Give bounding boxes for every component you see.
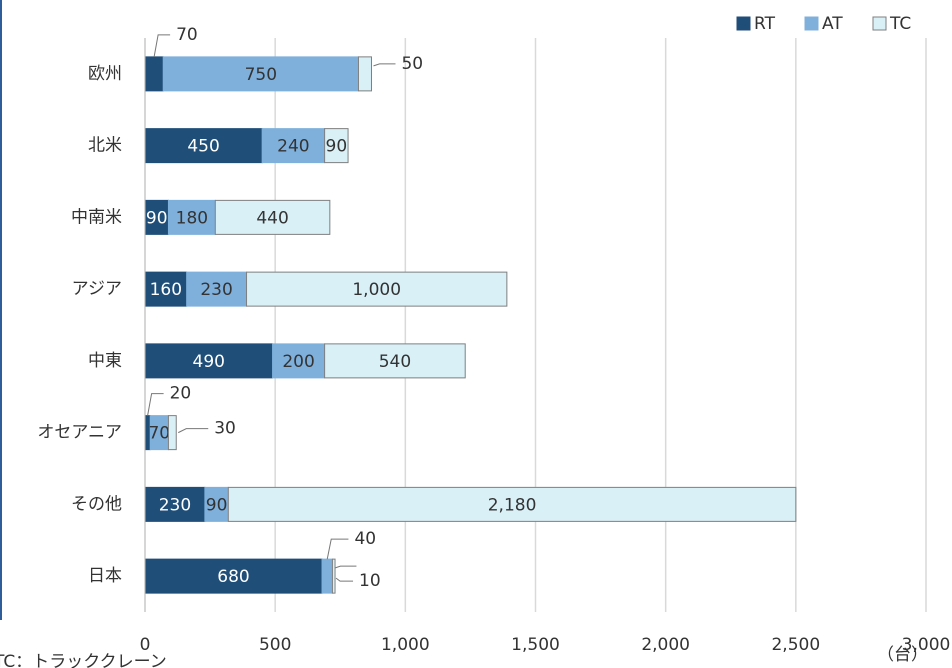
- data-label: 230: [200, 280, 232, 300]
- leader-line: [326, 538, 349, 560]
- category-label: 欧州: [88, 64, 122, 84]
- bar-segment: [321, 558, 333, 594]
- data-label: 540: [379, 352, 411, 372]
- category-label: 日本: [88, 566, 122, 586]
- data-label: 440: [256, 208, 288, 228]
- category-label: 北米: [88, 136, 122, 156]
- bar-segment: [357, 56, 372, 92]
- legend-label: RT: [754, 14, 776, 34]
- data-label: 90: [326, 137, 348, 157]
- data-label: 230: [159, 495, 191, 515]
- data-label: 490: [193, 352, 225, 372]
- bar-segment: [167, 415, 177, 451]
- x-tick-label: 500: [259, 635, 291, 655]
- note: TC：トラッククレーン: [0, 652, 167, 668]
- leader-line: [147, 393, 164, 416]
- legend-swatch: [872, 16, 887, 31]
- bar-segment: [227, 486, 797, 522]
- bar-segment: [246, 271, 508, 307]
- leader-line: [335, 577, 354, 582]
- category-label: オセアニア: [37, 423, 122, 443]
- bar-segment: [144, 56, 164, 92]
- category-label: 中東: [88, 351, 122, 371]
- leader-line: [334, 565, 357, 569]
- x-tick-label: 1,000: [381, 635, 430, 655]
- data-label: 160: [150, 280, 182, 300]
- category-label: アジア: [72, 279, 122, 299]
- category-label: 中南米: [71, 207, 122, 227]
- bar-segment: [144, 343, 274, 379]
- data-label: 70: [176, 25, 198, 45]
- data-label: 90: [206, 495, 228, 515]
- legend-swatch: [736, 16, 751, 31]
- x-unit: （台）: [877, 645, 928, 665]
- x-tick-label: 3,000: [902, 635, 951, 655]
- bar-segment: [167, 199, 216, 235]
- data-label: 240: [277, 137, 309, 157]
- data-label: 450: [187, 137, 219, 157]
- leader-line: [178, 428, 209, 434]
- x-tick-label: 2,500: [771, 635, 820, 655]
- data-label: 40: [354, 529, 376, 549]
- data-label: 30: [214, 419, 236, 439]
- data-label: 70: [148, 424, 170, 444]
- x-tick-label: 0: [140, 635, 151, 655]
- data-label: 10: [359, 571, 381, 591]
- data-label: 180: [176, 208, 208, 228]
- data-label: 20: [170, 384, 192, 404]
- bar-segment: [162, 56, 359, 92]
- legend-swatch: [804, 16, 819, 31]
- data-label: 2,180: [488, 495, 537, 515]
- leader-line: [373, 63, 396, 67]
- bar-segment: [144, 271, 188, 307]
- data-label: 750: [245, 65, 277, 85]
- legend-label: AT: [822, 14, 843, 34]
- leader-line: [153, 34, 171, 57]
- bar-segment: [144, 558, 323, 594]
- bar-segment: [214, 199, 331, 235]
- category-label: その他: [71, 494, 122, 514]
- bar-segment: [261, 128, 326, 164]
- data-label: 1,000: [352, 280, 401, 300]
- data-label: 50: [401, 54, 423, 74]
- data-label: 680: [217, 567, 249, 587]
- x-tick-label: 2,000: [641, 635, 690, 655]
- bar-segment: [272, 343, 326, 379]
- data-label: 90: [146, 208, 168, 228]
- legend-label: TC: [889, 14, 911, 34]
- bar-segment: [331, 558, 336, 594]
- bar-segment: [144, 486, 206, 522]
- x-tick-label: 1,500: [511, 635, 560, 655]
- data-label: 200: [282, 352, 314, 372]
- bar-segment: [144, 128, 263, 164]
- bar-segment: [324, 128, 349, 164]
- bar-segment: [324, 343, 466, 379]
